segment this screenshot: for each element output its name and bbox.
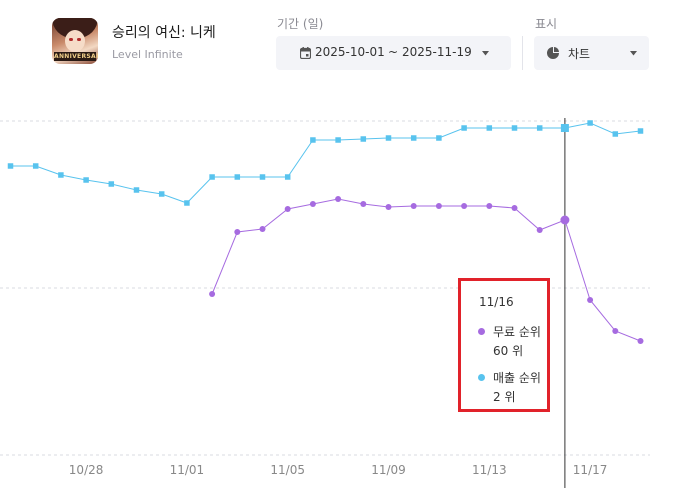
x-tick-label: 11/05 bbox=[270, 463, 305, 477]
revenue-rank-line bbox=[10, 122, 641, 204]
free-rank-point[interactable] bbox=[536, 227, 543, 233]
revenue-rank-point[interactable] bbox=[259, 174, 266, 180]
revenue-rank-point[interactable] bbox=[209, 174, 215, 180]
revenue-rank-point[interactable] bbox=[536, 125, 543, 131]
revenue-rank-point[interactable] bbox=[234, 174, 241, 180]
tooltip-free-dot bbox=[478, 328, 485, 335]
tooltip-free-name: 무료 순위 bbox=[493, 325, 541, 339]
free-rank-point[interactable] bbox=[335, 196, 342, 202]
chevron-down-icon bbox=[482, 51, 489, 56]
calendar-icon bbox=[300, 47, 311, 59]
app-title: 승리의 여신: 니케 bbox=[112, 25, 216, 41]
revenue-rank-point[interactable] bbox=[461, 125, 467, 131]
x-tick-label: 11/13 bbox=[472, 463, 507, 477]
chart-grid bbox=[0, 120, 650, 456]
revenue-rank-point[interactable] bbox=[587, 120, 593, 126]
free-rank-point[interactable] bbox=[360, 201, 367, 207]
display-label: 표시 bbox=[535, 17, 558, 31]
free-rank-line bbox=[211, 198, 641, 342]
revenue-rank-point[interactable] bbox=[7, 163, 14, 169]
revenue-rank-point[interactable] bbox=[360, 136, 367, 142]
display-value: 차트 bbox=[568, 47, 591, 61]
tooltip-revenue-value: 2 위 bbox=[493, 390, 516, 404]
revenue-rank-point[interactable] bbox=[32, 163, 39, 169]
revenue-rank-point[interactable] bbox=[184, 200, 190, 206]
app-publisher: Level Infinite bbox=[112, 48, 183, 61]
free-rank-point[interactable] bbox=[259, 226, 266, 232]
x-tick-label: 11/09 bbox=[371, 463, 406, 477]
revenue-rank-point[interactable] bbox=[108, 181, 115, 187]
free-rank-point[interactable] bbox=[461, 203, 468, 209]
tooltip-free-value: 60 위 bbox=[493, 344, 524, 358]
app-icon: ANNIVERSARY bbox=[52, 18, 98, 64]
revenue-rank-point[interactable] bbox=[83, 177, 89, 183]
period-end: 2025-11-19 bbox=[402, 45, 472, 59]
period-start: 2025-10-01 bbox=[315, 45, 385, 59]
revenue-rank-point[interactable] bbox=[310, 137, 316, 143]
display-selector[interactable]: 차트 bbox=[534, 36, 649, 70]
free-rank-point[interactable] bbox=[486, 203, 493, 209]
free-rank-point[interactable] bbox=[612, 328, 619, 334]
revenue-rank-point[interactable] bbox=[284, 174, 291, 180]
revenue-rank-point[interactable] bbox=[637, 128, 644, 134]
revenue-rank-point[interactable] bbox=[410, 135, 417, 141]
revenue-rank-point[interactable] bbox=[133, 187, 140, 193]
free-rank-point[interactable] bbox=[234, 229, 241, 235]
revenue-rank-point[interactable] bbox=[486, 125, 493, 131]
x-tick-label: 11/17 bbox=[573, 463, 608, 477]
chart-tooltip: 11/16 무료 순위 60 위 매출 순위 2 위 bbox=[458, 278, 550, 412]
period-separator: ~ bbox=[388, 45, 399, 59]
revenue-rank-point[interactable] bbox=[385, 135, 392, 141]
free-rank-point[interactable] bbox=[435, 203, 442, 209]
free-rank-point[interactable] bbox=[209, 291, 216, 297]
revenue-rank-point[interactable] bbox=[436, 135, 442, 141]
period-selector[interactable]: 2025-10-01 ~ 2025-11-19 bbox=[276, 36, 511, 70]
free-rank-point[interactable] bbox=[637, 338, 644, 344]
pie-chart-icon bbox=[547, 47, 559, 59]
period-label: 기간 (일) bbox=[277, 17, 324, 31]
free-rank-point[interactable] bbox=[410, 203, 417, 209]
free-rank-point[interactable] bbox=[309, 201, 316, 207]
toolbar-divider bbox=[522, 36, 523, 70]
app-icon-banner: ANNIVERSARY bbox=[54, 52, 98, 61]
x-tick-label: 11/01 bbox=[170, 463, 205, 477]
tooltip-revenue-dot bbox=[478, 374, 485, 381]
free-rank-point[interactable] bbox=[511, 205, 518, 211]
free-rank-point[interactable] bbox=[587, 297, 594, 303]
revenue-rank-point[interactable] bbox=[612, 131, 619, 137]
chevron-down-icon bbox=[630, 51, 637, 56]
x-tick-label: 10/28 bbox=[69, 463, 104, 477]
free-rank-point[interactable] bbox=[385, 204, 392, 210]
tooltip-date: 11/16 bbox=[479, 295, 514, 309]
revenue-rank-point[interactable] bbox=[511, 125, 518, 131]
revenue-rank-point[interactable] bbox=[560, 124, 569, 132]
revenue-rank-point[interactable] bbox=[58, 172, 64, 178]
tooltip-revenue-name: 매출 순위 bbox=[493, 371, 541, 385]
revenue-rank-point[interactable] bbox=[158, 191, 165, 197]
free-rank-point[interactable] bbox=[284, 206, 291, 212]
free-rank-point[interactable] bbox=[560, 215, 570, 225]
revenue-rank-point[interactable] bbox=[335, 137, 341, 143]
